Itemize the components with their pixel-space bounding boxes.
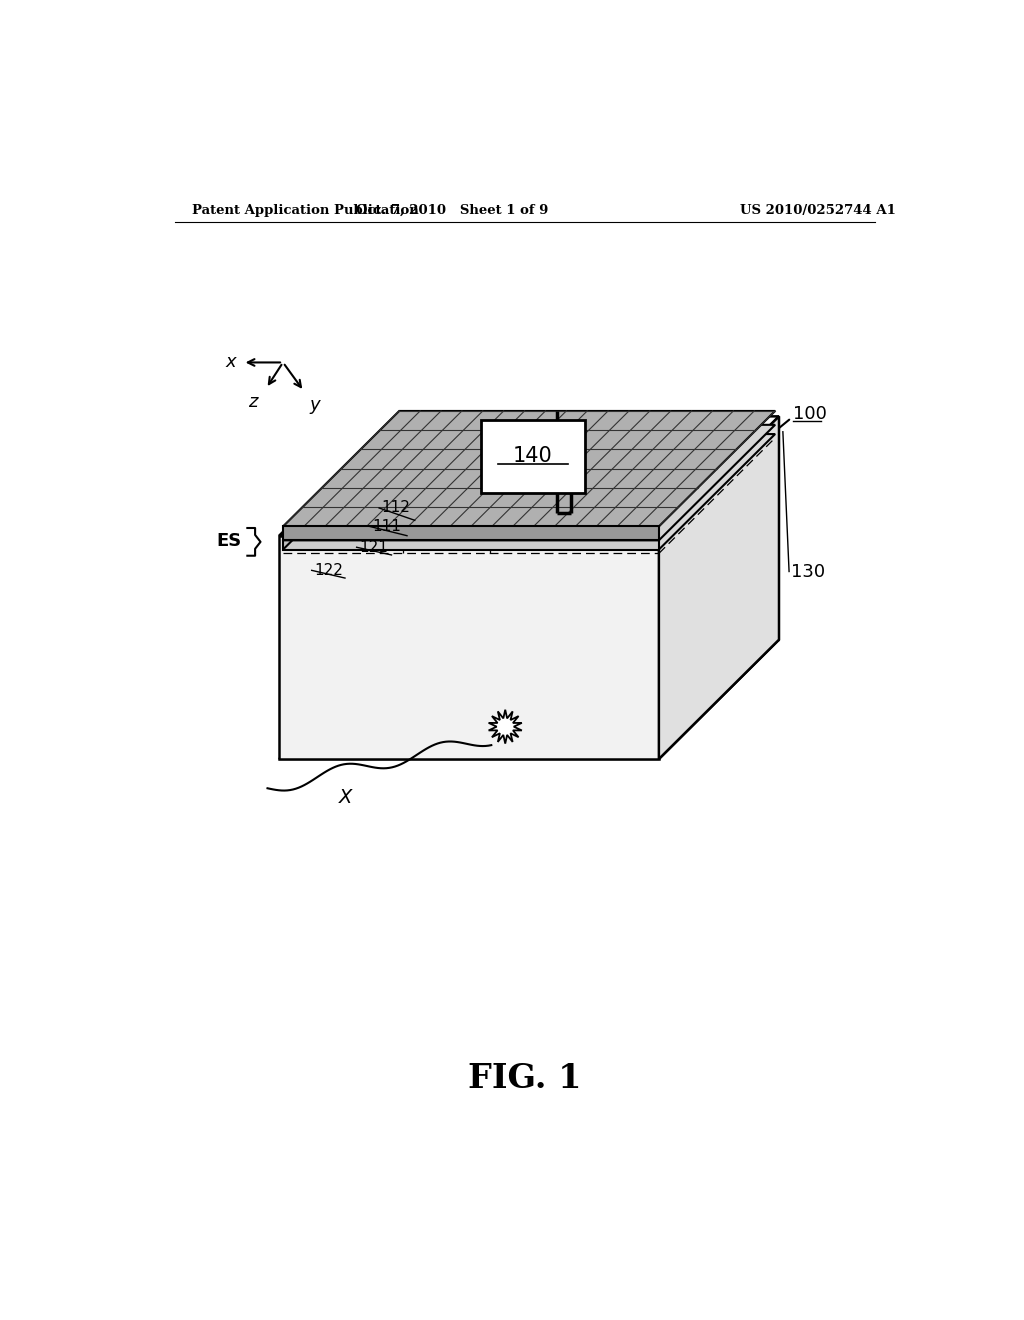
Text: 121: 121 [359, 540, 388, 554]
Polygon shape [280, 640, 779, 759]
Bar [480, 420, 586, 494]
Text: 140: 140 [513, 446, 553, 466]
Text: y: y [309, 396, 321, 414]
Polygon shape [658, 416, 779, 759]
Polygon shape [280, 416, 779, 536]
Polygon shape [488, 710, 522, 743]
Polygon shape [283, 527, 658, 540]
Text: z: z [248, 393, 257, 411]
Text: E: E [524, 614, 538, 634]
Polygon shape [283, 425, 399, 549]
Polygon shape [280, 536, 658, 759]
Text: Patent Application Publication: Patent Application Publication [191, 205, 418, 218]
Text: 112: 112 [381, 500, 411, 516]
Text: FIG. 1: FIG. 1 [468, 1063, 582, 1096]
Text: V: V [672, 527, 685, 545]
Polygon shape [283, 425, 775, 540]
Polygon shape [283, 411, 775, 527]
Polygon shape [283, 540, 658, 549]
Text: 111: 111 [372, 519, 401, 535]
Text: Oct. 7, 2010   Sheet 1 of 9: Oct. 7, 2010 Sheet 1 of 9 [355, 205, 548, 218]
Polygon shape [283, 434, 775, 549]
Text: x: x [225, 354, 236, 371]
Text: ES: ES [216, 532, 241, 550]
Text: 122: 122 [314, 562, 343, 578]
Text: 100: 100 [793, 405, 826, 422]
Text: 130: 130 [791, 562, 824, 581]
Text: X: X [339, 788, 352, 808]
Text: US 2010/0252744 A1: US 2010/0252744 A1 [739, 205, 896, 218]
